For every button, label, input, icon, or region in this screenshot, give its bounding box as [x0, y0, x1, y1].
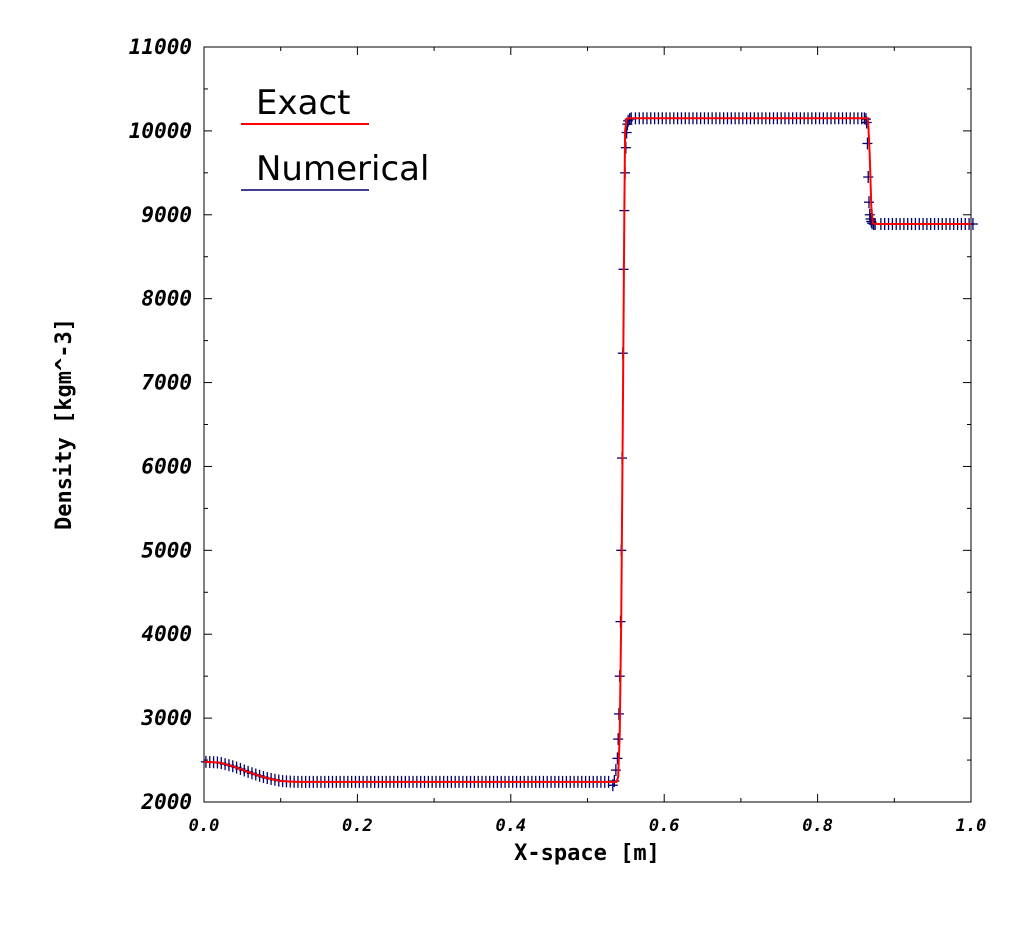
exact-line: [203, 117, 971, 783]
y-tick-label: 8000: [141, 287, 192, 311]
numerical-markers: [200, 112, 978, 792]
numerical-marker: [613, 733, 624, 746]
x-axis-label: X-space [m]: [514, 841, 660, 866]
x-tick-label: 0.0: [189, 816, 220, 836]
y-tick-label: 3000: [140, 706, 192, 730]
y-tick-label: 7000: [141, 371, 192, 395]
numerical-marker: [862, 137, 873, 150]
numerical-marker: [863, 196, 874, 209]
x-axis-ticks: 0.0 0.2 0.4 0.6 0.8 1.0: [189, 47, 987, 836]
y-tick-label: 10000: [129, 119, 192, 143]
x-tick-label: 0.4: [495, 816, 526, 836]
numerical-marker: [863, 171, 874, 184]
y-tick-label: 11000: [129, 35, 192, 59]
y-axis-ticks: 2000 3000 4000 5000 6000 7000 8000 9000 10000 110…: [129, 35, 971, 814]
y-tick-label: 9000: [141, 203, 192, 227]
legend-label-exact: Exact: [256, 83, 350, 123]
x-tick-label: 0.6: [649, 816, 680, 836]
y-tick-label: 4000: [141, 622, 192, 646]
legend: Exact Numerical: [241, 83, 429, 191]
y-tick-label: 2000: [140, 790, 192, 814]
x-tick-label: 1.0: [956, 816, 987, 836]
legend-label-numerical: Numerical: [256, 149, 429, 189]
y-axis-label: Density [kgm^-3]: [52, 318, 77, 530]
y-tick-label: 5000: [141, 538, 192, 562]
numerical-marker: [621, 126, 632, 139]
x-tick-label: 0.2: [342, 816, 373, 836]
y-tick-label: 6000: [141, 454, 192, 478]
series-layer: [200, 112, 978, 792]
x-tick-label: 0.8: [802, 816, 833, 836]
numerical-marker: [612, 752, 623, 765]
